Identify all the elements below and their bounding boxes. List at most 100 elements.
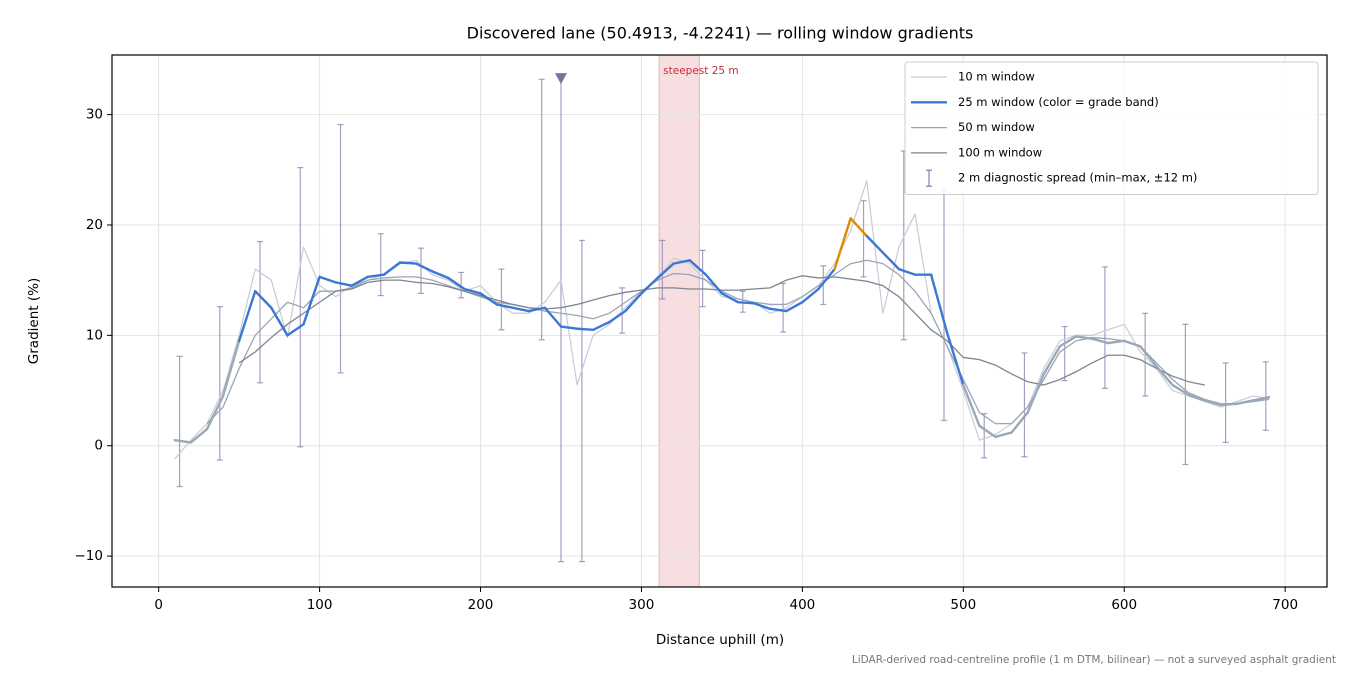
error-bar [257, 240, 264, 384]
error-bar [337, 123, 344, 374]
span-label: steepest 25 m [663, 65, 738, 77]
line-segment [527, 306, 547, 313]
line-segment [897, 267, 917, 276]
chart-title: Discovered lane (50.4913, -4.2241) — rol… [467, 24, 974, 43]
error-bar [1021, 352, 1028, 458]
line-segment [640, 276, 659, 295]
line-segment [221, 339, 241, 398]
y-tick-label: 0 [94, 438, 103, 454]
line-segment [543, 306, 563, 328]
line-segment [1058, 335, 1078, 348]
line-segment [205, 394, 225, 431]
line-segment [785, 301, 804, 313]
x-tick-label: 700 [1272, 597, 1298, 613]
error-bar [820, 265, 827, 306]
x-tick-label: 200 [468, 597, 494, 613]
error-bar [1061, 325, 1068, 382]
line-segment [270, 306, 289, 337]
line-segment [656, 262, 675, 280]
line-segment [608, 309, 627, 324]
clip-marker [554, 73, 567, 85]
y-tick-label: −10 [75, 548, 104, 564]
line-segment [768, 307, 788, 313]
line-segment [318, 275, 337, 284]
line-segment [978, 424, 997, 439]
error-bar [417, 247, 424, 295]
error-bar [860, 200, 867, 278]
line-segment [1123, 339, 1142, 348]
y-axis-label: Gradient (%) [26, 278, 42, 364]
line-segment [254, 289, 273, 309]
line-segment [479, 292, 498, 306]
x-tick-label: 100 [307, 597, 333, 613]
line-segment [382, 261, 402, 276]
line-segment [624, 292, 643, 313]
error-bar [1101, 266, 1108, 389]
line-segment [189, 427, 209, 444]
line-segment [575, 327, 595, 332]
line-segment [962, 383, 981, 428]
error-bar [216, 306, 223, 461]
line-segment [1219, 402, 1239, 407]
legend-box [904, 61, 1319, 195]
error-bar [498, 268, 505, 331]
line-segment [447, 276, 466, 291]
line-segment [366, 273, 386, 279]
line-segment [398, 261, 418, 265]
x-axis-label: Distance uphill (m) [656, 632, 784, 648]
error-bar [780, 282, 787, 333]
footnote: LiDAR-derived road-centreline profile (1… [852, 654, 1336, 666]
line-segment [833, 217, 852, 271]
line-segment [1187, 393, 1206, 402]
error-bar [458, 271, 465, 299]
line-segment [511, 306, 531, 313]
line-segment [173, 439, 193, 444]
error-bar [578, 239, 585, 563]
legend-label: 25 m window (color = grade band) [958, 95, 1159, 109]
error-bar [377, 233, 384, 297]
line-segment [1203, 399, 1222, 407]
legend-label: 100 m window [958, 145, 1042, 159]
error-bar [981, 413, 988, 459]
highlight-span [658, 54, 700, 588]
y-tick-label: 10 [86, 327, 103, 343]
line-segment [752, 302, 772, 311]
y-tick-label: 30 [86, 107, 103, 123]
line-segment [688, 259, 708, 276]
x-tick-label: 300 [629, 597, 655, 613]
line-segment [1106, 339, 1126, 345]
line-segment [1074, 335, 1094, 340]
line-segment [672, 259, 691, 265]
line-segment [463, 287, 482, 295]
line-segment [929, 273, 949, 335]
x-tick-label: 500 [950, 597, 976, 613]
line-segment [720, 292, 740, 304]
line-segment [1090, 337, 1110, 345]
line-segment [1251, 395, 1271, 402]
line-segment [302, 275, 321, 326]
line-segment [286, 323, 305, 337]
error-bar [538, 78, 545, 341]
line-segment [350, 275, 370, 287]
line-segment [1139, 345, 1158, 368]
line-segment [849, 217, 868, 238]
error-bar [659, 239, 666, 300]
x-tick-label: 0 [154, 597, 163, 613]
line-segment [1235, 399, 1255, 405]
legend-label: 10 m window [958, 70, 1035, 84]
line-segment [994, 431, 1013, 439]
line-segment [1010, 411, 1029, 434]
line-segment [865, 234, 885, 254]
error-bar [557, 77, 564, 563]
line-segment [414, 262, 434, 273]
x-tick-label: 600 [1111, 597, 1137, 613]
line-segment [817, 267, 836, 291]
error-bar [176, 355, 183, 488]
axes-frame [111, 54, 1328, 588]
line-segment [237, 289, 257, 343]
line-segment [736, 301, 756, 305]
line-segment [1042, 345, 1062, 376]
line-segment [591, 320, 611, 332]
legend-label: 50 m window [958, 120, 1035, 134]
